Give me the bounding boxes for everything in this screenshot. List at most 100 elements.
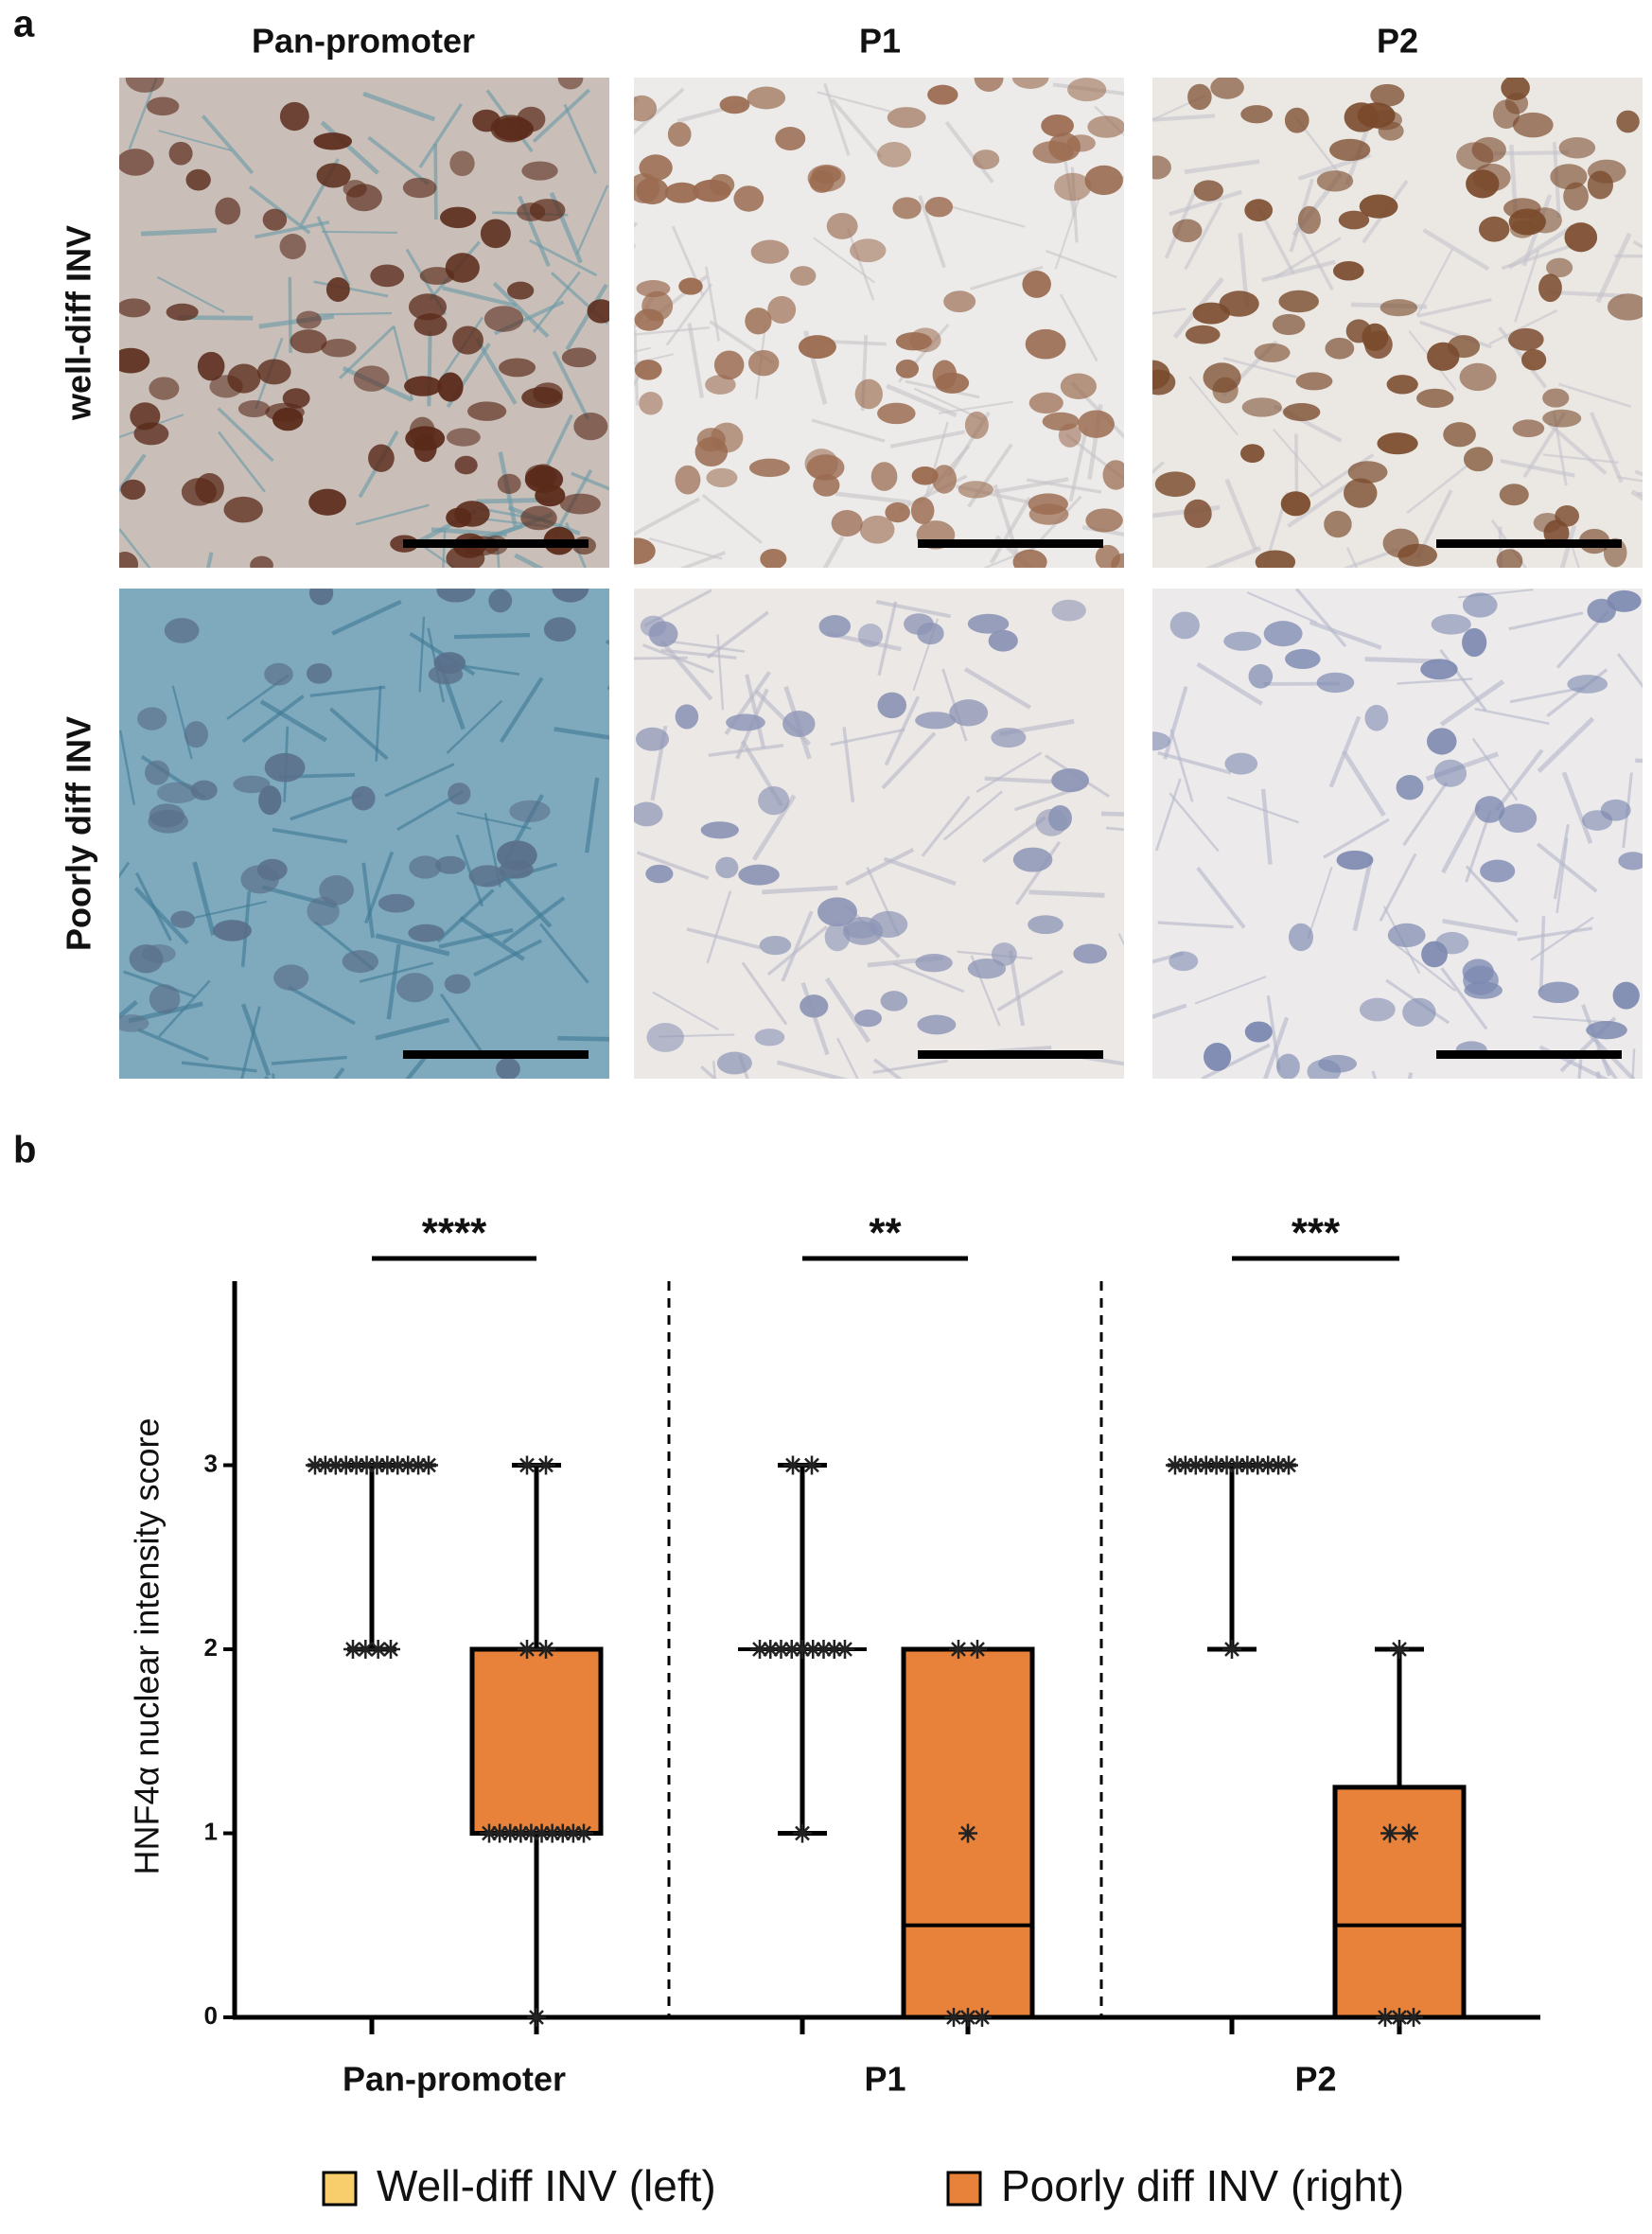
- fiber: [1184, 159, 1260, 175]
- fiber: [123, 970, 196, 998]
- data-point: [518, 1640, 536, 1659]
- nucleus: [715, 856, 739, 879]
- nucleus: [1499, 484, 1529, 506]
- data-point: [814, 1640, 834, 1659]
- micrograph: [119, 589, 609, 1079]
- fiber: [322, 230, 398, 234]
- nucleus: [790, 266, 817, 286]
- fiber: [446, 699, 503, 754]
- nucleus: [185, 168, 211, 191]
- nucleus: [1318, 1054, 1357, 1073]
- fiber: [1054, 197, 1081, 270]
- fiber: [1406, 465, 1467, 515]
- data-point: [357, 1455, 377, 1475]
- fiber: [716, 634, 725, 711]
- micrograph-content: [1152, 78, 1643, 568]
- fiber: [1422, 228, 1490, 272]
- nucleus: [1338, 210, 1370, 230]
- data-point: [501, 1823, 520, 1843]
- nucleus: [1058, 423, 1081, 448]
- fiber: [532, 88, 590, 143]
- fiber: [309, 685, 386, 697]
- nucleus: [351, 785, 376, 811]
- fiber: [362, 91, 436, 122]
- nucleus: [1607, 293, 1643, 321]
- nucleus: [535, 484, 566, 507]
- fiber: [811, 418, 886, 443]
- nucleus: [831, 510, 863, 537]
- nucleus: [964, 411, 989, 439]
- nucleus: [1284, 107, 1309, 133]
- legend-swatch: [946, 2171, 982, 2207]
- nucleus: [137, 707, 167, 730]
- nucleus: [1276, 1053, 1300, 1079]
- legend-label: Poorly diff INV (right): [1001, 2161, 1404, 2210]
- nucleus: [166, 303, 199, 321]
- nucleus: [345, 184, 382, 212]
- data-point: [1390, 1640, 1409, 1659]
- fiber: [1226, 796, 1299, 824]
- fiber: [1419, 320, 1492, 349]
- fiber: [918, 195, 946, 269]
- nucleus: [1244, 1021, 1273, 1043]
- fiber: [1045, 249, 1117, 279]
- nucleus: [1297, 205, 1321, 235]
- fiber: [873, 1058, 904, 1079]
- fiber: [1402, 782, 1449, 847]
- micrograph-content: [634, 78, 1124, 568]
- nucleus: [854, 1009, 883, 1028]
- nucleus: [1421, 941, 1448, 968]
- nucleus: [1370, 83, 1405, 107]
- nucleus: [313, 132, 353, 150]
- data-point: [306, 1455, 325, 1475]
- fiber: [439, 993, 486, 1057]
- nucleus: [1285, 648, 1321, 670]
- nucleus: [1193, 180, 1223, 202]
- nucleus: [826, 213, 858, 239]
- nucleus: [1240, 105, 1274, 124]
- scale-bar: [918, 1050, 1103, 1059]
- nucleus: [156, 782, 199, 803]
- nucleus: [119, 552, 139, 568]
- nucleus: [1316, 672, 1355, 694]
- nucleus: [439, 206, 477, 229]
- fiber: [824, 976, 871, 1044]
- fiber: [538, 923, 589, 984]
- nucleus: [240, 865, 279, 894]
- data-point: [527, 2008, 546, 2027]
- nucleus: [974, 78, 1004, 92]
- data-point: [1248, 1455, 1268, 1475]
- fiber: [741, 961, 788, 1026]
- fiber: [272, 1073, 275, 1079]
- fiber: [1500, 459, 1575, 478]
- nucleus: [1462, 592, 1498, 618]
- nucleus: [321, 339, 357, 358]
- nucleus: [634, 801, 663, 827]
- fiber: [1537, 716, 1595, 774]
- fiber: [842, 727, 855, 802]
- nucleus: [1386, 375, 1418, 395]
- nucleus: [1154, 471, 1196, 498]
- nucleus: [1462, 627, 1487, 658]
- fiber: [240, 1003, 272, 1077]
- nucleus: [296, 310, 322, 329]
- nucleus: [164, 618, 200, 643]
- nucleus: [892, 197, 922, 220]
- nucleus: [413, 313, 448, 337]
- nucleus: [170, 910, 195, 928]
- nucleus: [1512, 112, 1554, 138]
- nucleus: [587, 299, 609, 324]
- nucleus: [646, 1023, 684, 1052]
- nucleus: [342, 950, 378, 974]
- fiber: [1152, 461, 1165, 475]
- data-point: [1390, 2008, 1409, 2027]
- nucleus: [279, 234, 307, 259]
- nucleus: [694, 437, 729, 467]
- data-point: [803, 1640, 823, 1659]
- nucleus: [910, 497, 935, 524]
- nucleus: [991, 942, 1017, 966]
- fiber: [1517, 926, 1593, 941]
- nucleus: [368, 444, 395, 472]
- nucleus: [308, 488, 347, 516]
- fiber: [881, 731, 937, 790]
